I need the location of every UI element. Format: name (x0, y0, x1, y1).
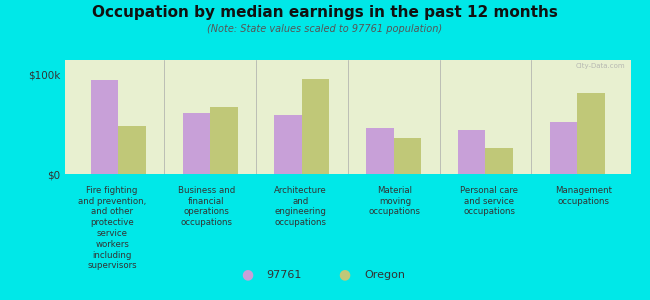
Text: Personal care
and service
occupations: Personal care and service occupations (460, 186, 518, 217)
Bar (458, 130, 486, 174)
Bar (118, 126, 146, 174)
Bar (210, 106, 238, 174)
Bar (550, 122, 577, 174)
Bar (183, 112, 210, 174)
Bar (274, 115, 302, 174)
Text: Material
moving
occupations: Material moving occupations (369, 186, 421, 217)
Bar (394, 138, 421, 174)
Bar (486, 148, 513, 174)
Text: 97761: 97761 (266, 269, 302, 280)
Bar (366, 128, 394, 174)
Text: ●: ● (241, 268, 253, 281)
Text: Occupation by median earnings in the past 12 months: Occupation by median earnings in the pas… (92, 4, 558, 20)
Text: Architecture
and
engineering
occupations: Architecture and engineering occupations (274, 186, 327, 227)
Bar (91, 80, 118, 174)
Text: ●: ● (339, 268, 350, 281)
Text: (Note: State values scaled to 97761 population): (Note: State values scaled to 97761 popu… (207, 24, 443, 34)
Bar (577, 93, 605, 174)
Text: City-Data.com: City-Data.com (575, 63, 625, 69)
Text: Oregon: Oregon (364, 269, 405, 280)
Text: Business and
financial
operations
occupations: Business and financial operations occupa… (177, 186, 235, 227)
Text: Fire fighting
and prevention,
and other
protective
service
workers
including
sup: Fire fighting and prevention, and other … (78, 186, 146, 270)
Bar (302, 79, 330, 174)
Text: Management
occupations: Management occupations (555, 186, 612, 206)
